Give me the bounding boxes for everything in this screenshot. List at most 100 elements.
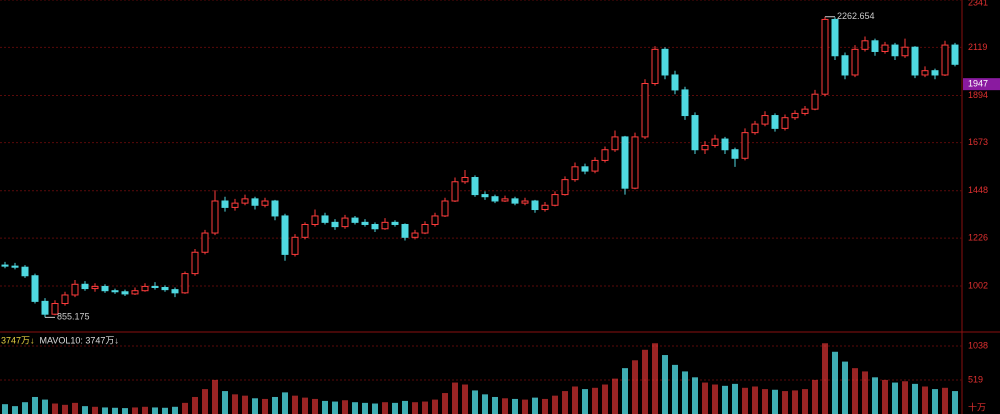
candle-body: [591, 159, 599, 172]
volume-bar: [272, 396, 278, 414]
volume-bar: [512, 398, 518, 414]
volume-bar: [632, 360, 638, 414]
candle-body: [751, 123, 759, 134]
volume-bar: [682, 371, 688, 414]
volume-bar: [802, 389, 808, 414]
candle-body: [321, 215, 329, 223]
last-price-box: [963, 78, 1000, 91]
candle-body: [871, 40, 879, 52]
candle-body: [911, 46, 919, 76]
volume-bar: [352, 402, 358, 414]
volume-bar: [162, 407, 168, 414]
candle-body: [121, 291, 129, 295]
candle-body: [181, 273, 189, 294]
volume-legend: MAVOL10: 3747万↓: [40, 335, 119, 345]
volume-bar: [662, 355, 668, 414]
candle-body: [311, 215, 319, 225]
candle-body: [571, 166, 579, 181]
candle-body: [161, 286, 169, 291]
volume-bar: [112, 407, 118, 414]
volume-bar: [462, 384, 468, 414]
volume-bar: [232, 394, 238, 414]
volume-bar: [712, 384, 718, 414]
candle-body: [131, 290, 139, 295]
volume-bar: [642, 349, 648, 414]
volume-bar: [872, 377, 878, 414]
volume-bar: [862, 371, 868, 414]
volume-bar: [62, 404, 68, 414]
y-tick-label: 519: [968, 374, 983, 384]
candle-body: [931, 70, 939, 76]
volume-bar: [282, 392, 288, 414]
candle-body: [151, 285, 159, 288]
candle-body: [761, 115, 769, 125]
candle-body: [681, 89, 689, 117]
volume-bar: [312, 398, 318, 414]
candle-body: [851, 48, 859, 76]
candle-body: [621, 136, 629, 189]
volume-bar: [892, 382, 898, 414]
y-tick-label: 1448: [968, 185, 988, 195]
candle-body: [211, 200, 219, 234]
candle-body: [741, 132, 749, 159]
candle-body: [941, 44, 949, 76]
candle-body: [241, 198, 249, 204]
volume-bar: [942, 387, 948, 414]
candle-body: [351, 217, 359, 223]
volume-bar: [882, 379, 888, 414]
volume-bar: [292, 395, 298, 414]
candle-body: [301, 223, 309, 238]
candle-body: [831, 18, 839, 57]
candle-body: [421, 223, 429, 234]
volume-bar: [552, 395, 558, 414]
volume-bar: [422, 401, 428, 414]
volume-bar: [222, 391, 228, 414]
candle-body: [671, 74, 679, 91]
volume-bar: [82, 406, 88, 414]
volume-bar: [262, 398, 268, 414]
volume-bar: [132, 407, 138, 414]
volume-legend: 3747万↓: [1, 335, 35, 345]
candle-body: [891, 44, 899, 57]
candle-body: [111, 290, 119, 293]
volume-bar: [12, 406, 18, 414]
volume-bar: [322, 400, 328, 414]
volume-bar: [472, 390, 478, 414]
candle-body: [811, 93, 819, 110]
volume-bar: [902, 381, 908, 414]
volume-bar: [612, 378, 618, 414]
volume-bar: [192, 396, 198, 414]
y-tick-label: 1226: [968, 233, 988, 243]
volume-bar: [382, 402, 388, 414]
candle-body: [361, 221, 369, 225]
volume-bar: [672, 364, 678, 414]
volume-bar: [752, 386, 758, 414]
volume-bar: [562, 391, 568, 414]
candle-body: [491, 196, 499, 202]
candle-body: [381, 221, 389, 230]
candle-body: [951, 44, 959, 65]
volume-bar: [242, 395, 248, 414]
volume-bar: [32, 396, 38, 414]
candle-body: [601, 149, 609, 161]
candle-body: [331, 221, 339, 228]
candle-body: [61, 294, 69, 305]
candle-body: [1, 264, 9, 267]
volume-bar: [592, 387, 598, 414]
candle-body: [821, 18, 829, 95]
volume-bar: [332, 401, 338, 414]
candle-body: [411, 232, 419, 238]
candle-body: [31, 275, 39, 302]
candle-body: [721, 138, 729, 151]
volume-bar: [572, 386, 578, 414]
volume-bar: [812, 379, 818, 414]
candle-body: [541, 204, 549, 211]
volume-bar: [2, 404, 8, 414]
candle-body: [901, 46, 909, 57]
candle-body: [481, 194, 489, 198]
candle-body: [21, 266, 29, 277]
candle-body: [271, 200, 279, 217]
candle-body: [281, 215, 289, 255]
candle-body: [191, 251, 199, 275]
